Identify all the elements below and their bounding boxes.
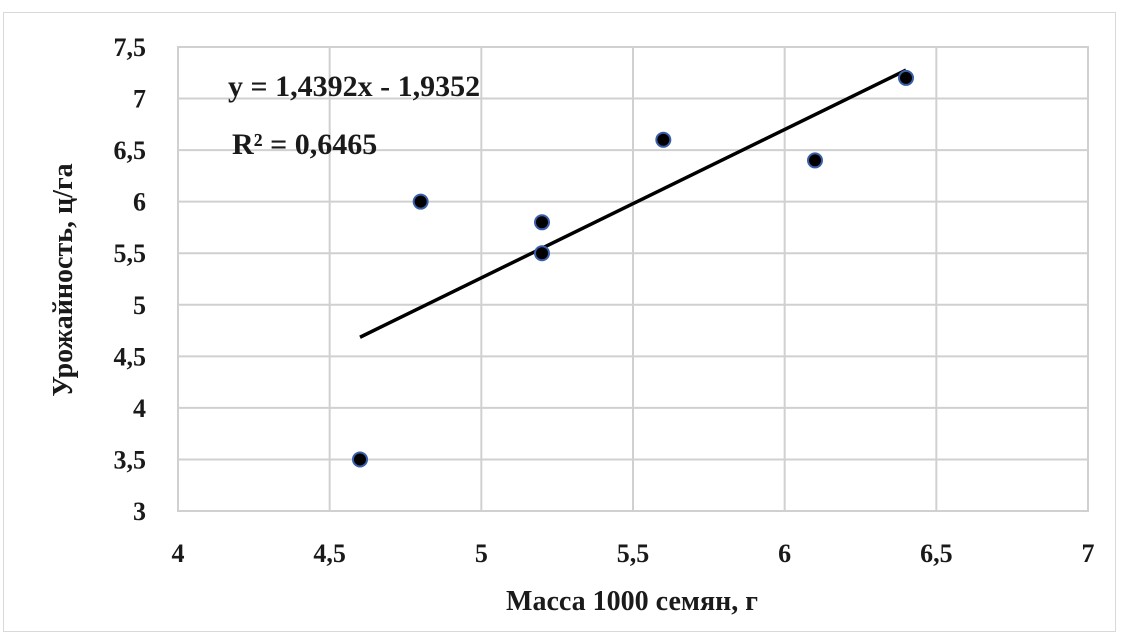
- data-point-5: [807, 152, 823, 169]
- y-tick-labels: 3 3,5 4 4,5 5 5,5 6 6,5 7 7,5: [114, 33, 147, 526]
- y-tick-label-0: 3: [133, 497, 146, 526]
- r-squared-label: R² = 0,6465: [232, 128, 377, 161]
- data-point-0: [352, 451, 368, 468]
- data-point-1: [412, 193, 429, 210]
- x-tick-label-0: 4: [172, 539, 185, 568]
- plot-area: [177, 46, 1089, 512]
- x-tick-label-3: 5,5: [617, 539, 650, 568]
- x-axis-title: Масса 1000 семян, г: [506, 586, 758, 617]
- trendline-equation: y = 1,4392x - 1,9352: [228, 70, 480, 103]
- x-tick-label-6: 7: [1082, 539, 1095, 568]
- data-point-4: [655, 131, 672, 148]
- y-tick-label-8: 7: [133, 85, 146, 114]
- chart-frame: [3, 12, 1116, 632]
- x-tick-label-1: 4,5: [313, 539, 346, 568]
- y-tick-label-4: 5: [133, 291, 146, 320]
- x-tick-labels: 4 4,5 5 5,5 6 6,5 7: [172, 539, 1095, 568]
- data-points: [352, 69, 914, 468]
- data-point-2: [534, 245, 550, 262]
- data-point-3: [534, 214, 550, 231]
- plot-border: [177, 46, 1089, 512]
- grid-lines: [177, 46, 1089, 512]
- x-tick-label-5: 6,5: [920, 539, 953, 568]
- trendline: [359, 68, 907, 339]
- y-tick-label-5: 5,5: [114, 239, 147, 268]
- y-tick-label-7: 6,5: [114, 136, 147, 165]
- y-tick-label-6: 6: [133, 188, 146, 217]
- y-tick-label-3: 4,5: [114, 342, 147, 371]
- data-point-6: [898, 69, 914, 86]
- y-tick-label-2: 4: [133, 394, 146, 423]
- y-axis-title: Урожайность, ц/га: [48, 163, 79, 396]
- trendline-group: [359, 68, 907, 339]
- y-tick-label-1: 3,5: [114, 445, 147, 474]
- y-tick-label-9: 7,5: [114, 33, 147, 62]
- x-tick-label-4: 6: [778, 539, 791, 568]
- x-tick-label-2: 5: [475, 539, 488, 568]
